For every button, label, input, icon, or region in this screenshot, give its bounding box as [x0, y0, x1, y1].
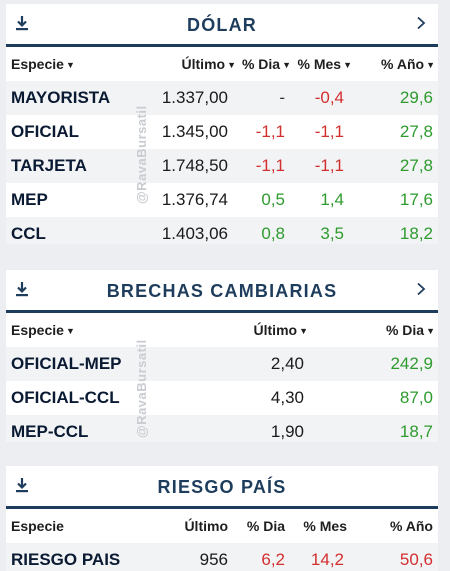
col-ultimo-header[interactable]: Último ▼ — [253, 322, 308, 338]
brechas-card-header: BRECHAS CAMBIARIAS — [6, 270, 438, 310]
row-ultimo: 1,90 — [270, 422, 304, 441]
row-name[interactable]: MEP — [11, 190, 48, 209]
row-ultimo: 1.376,74 — [161, 190, 228, 209]
download-icon[interactable] — [15, 477, 29, 493]
dolar-rows: MAYORISTA 1.337,00 - -0,4 29,6 OFICIAL 1… — [6, 81, 438, 244]
riesgo-title: RIESGO PAÍS — [157, 477, 287, 497]
row-dia: 0,8 — [261, 224, 285, 243]
chevron-right-icon[interactable] — [416, 282, 426, 296]
table-row[interactable]: MEP 1.376,74 0,5 1,4 17,6 — [6, 183, 438, 217]
col-especie-header[interactable]: Especie — [11, 518, 64, 534]
riesgo-card: RIESGO PAÍS Especie Último % Dia % Mes %… — [6, 466, 438, 571]
riesgo-rows: RIESGO PAIS 956 6,2 14,2 50,6 — [6, 543, 438, 571]
row-anio: 18,2 — [399, 224, 433, 243]
row-ultimo: 956 — [199, 550, 228, 569]
brechas-title: BRECHAS CAMBIARIAS — [106, 281, 338, 301]
dolar-card: DÓLAR Especie ▼ Último ▼ % Dia ▼ % Mes ▼ % A… — [6, 4, 438, 244]
row-name[interactable]: MAYORISTA — [11, 88, 111, 107]
row-dia: -1,1 — [255, 122, 285, 141]
col-anio-header[interactable]: % Año — [389, 518, 433, 534]
table-row[interactable]: RIESGO PAIS 956 6,2 14,2 50,6 — [6, 543, 438, 571]
row-anio: 27,8 — [399, 122, 433, 141]
table-row[interactable]: CCL 1.403,06 0,8 3,5 18,2 — [6, 217, 438, 244]
row-dia: 6,2 — [261, 550, 285, 569]
row-ultimo: 2,40 — [270, 354, 304, 373]
row-mes: 14,2 — [310, 550, 344, 569]
col-dia-header[interactable]: % Dia ▼ — [385, 322, 435, 338]
row-dia: 87,0 — [399, 388, 433, 407]
table-row[interactable]: OFICIAL-CCL 4,30 87,0 — [6, 381, 438, 415]
col-anio-header[interactable]: % Año ▼ — [381, 56, 435, 72]
row-name[interactable]: TARJETA — [11, 156, 87, 175]
row-dia: 18,7 — [399, 422, 433, 441]
row-mes: -1,1 — [314, 122, 344, 141]
row-dia: 242,9 — [390, 354, 433, 373]
row-name[interactable]: MEP-CCL — [11, 422, 89, 441]
download-icon[interactable] — [15, 281, 29, 297]
row-name[interactable]: CCL — [11, 224, 46, 243]
row-mes: 1,4 — [320, 190, 344, 209]
row-mes: -0,4 — [314, 88, 344, 107]
table-row[interactable]: MAYORISTA 1.337,00 - -0,4 29,6 — [6, 81, 438, 115]
col-ultimo-header[interactable]: Último ▼ — [181, 56, 236, 72]
col-mes-header[interactable]: % Mes ▼ — [297, 56, 353, 72]
row-mes: -1,1 — [314, 156, 344, 175]
riesgo-card-header: RIESGO PAÍS — [6, 466, 438, 506]
table-row[interactable]: TARJETA 1.748,50 -1,1 -1,1 27,8 — [6, 149, 438, 183]
row-name[interactable]: OFICIAL — [11, 122, 79, 141]
dolar-card-header: DÓLAR — [6, 4, 438, 44]
row-ultimo: 1.337,00 — [161, 88, 228, 107]
row-ultimo: 1.403,06 — [161, 224, 228, 243]
row-name[interactable]: RIESGO PAIS — [11, 550, 121, 569]
row-dia: - — [279, 88, 285, 107]
download-icon[interactable] — [15, 15, 29, 31]
row-mes: 3,5 — [320, 224, 344, 243]
row-name[interactable]: OFICIAL-MEP — [11, 354, 122, 373]
dolar-title: DÓLAR — [187, 15, 257, 35]
col-dia-header[interactable]: % Dia ▼ — [241, 56, 291, 72]
table-row[interactable]: OFICIAL-MEP 2,40 242,9 — [6, 347, 438, 381]
row-ultimo: 1.345,00 — [161, 122, 228, 141]
row-ultimo: 4,30 — [270, 388, 304, 407]
riesgo-table-header: Especie Último % Dia % Mes % Año — [6, 506, 438, 543]
brechas-card: BRECHAS CAMBIARIAS Especie ▼ Último ▼ % Di… — [6, 270, 438, 442]
dolar-table-header: Especie ▼ Último ▼ % Dia ▼ % Mes ▼ % Año ▼ — [6, 44, 438, 81]
chevron-right-icon[interactable] — [416, 16, 426, 30]
brechas-rows: OFICIAL-MEP 2,40 242,9 OFICIAL-CCL 4,30 … — [6, 347, 438, 442]
col-mes-header[interactable]: % Mes — [303, 518, 347, 534]
col-ultimo-header[interactable]: Último — [184, 518, 228, 534]
row-ultimo: 1.748,50 — [161, 156, 228, 175]
table-row[interactable]: MEP-CCL 1,90 18,7 — [6, 415, 438, 442]
col-dia-header[interactable]: % Dia — [246, 518, 285, 534]
col-especie-header[interactable]: Especie ▼ — [11, 56, 75, 72]
row-name[interactable]: OFICIAL-CCL — [11, 388, 120, 407]
row-anio: 27,8 — [399, 156, 433, 175]
table-row[interactable]: OFICIAL 1.345,00 -1,1 -1,1 27,8 — [6, 115, 438, 149]
row-anio: 17,6 — [399, 190, 433, 209]
row-dia: 0,5 — [261, 190, 285, 209]
brechas-table-header: Especie ▼ Último ▼ % Dia ▼ — [6, 310, 438, 347]
col-especie-header[interactable]: Especie ▼ — [11, 322, 75, 338]
row-anio: 29,6 — [399, 88, 433, 107]
row-dia: -1,1 — [255, 156, 285, 175]
row-anio: 50,6 — [399, 550, 433, 569]
